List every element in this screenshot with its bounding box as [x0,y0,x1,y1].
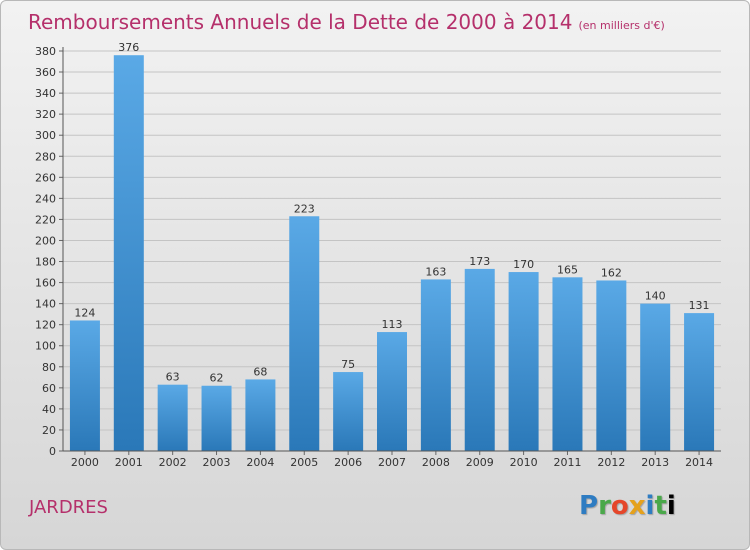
bar [377,332,407,451]
y-tick-label: 80 [42,361,56,374]
bar [69,320,100,451]
x-axis-ticks: 2000 2001 2002 2003 2004 2005 2006 2007 2008 2009… [71,451,713,469]
y-tick-label: 160 [35,277,56,290]
value-label: 63 [166,371,180,384]
y-tick-label: 60 [42,382,56,395]
x-tick-label: 2007 [378,456,406,469]
y-tick-label: 40 [42,403,56,416]
y-tick-label: 380 [35,45,56,58]
x-tick-label: 2012 [597,456,625,469]
y-tick-label: 220 [35,213,56,226]
bar [552,277,583,451]
bar [420,279,451,451]
x-tick-label: 2010 [510,456,538,469]
logo-letter: x [628,491,646,521]
value-labels: 124 376 63 62 68 223 75 113 163 173 170 165 162 140 13… [74,41,709,385]
value-label: 223 [294,202,315,215]
value-label: 162 [601,266,622,279]
value-label: 173 [469,255,490,268]
bar [113,55,144,452]
x-tick-label: 2000 [71,456,99,469]
x-tick-label: 2008 [422,456,450,469]
y-tick-label: 100 [35,340,56,353]
bar [289,216,320,451]
y-tick-label: 260 [35,171,56,184]
bars [69,55,715,452]
y-tick-label: 0 [49,445,56,458]
proxiti-logo: Proxiti [579,491,676,521]
chart-title-text: Remboursements Annuels de la Dette de 20… [28,10,573,34]
value-label: 165 [557,263,578,276]
x-tick-label: 2002 [159,456,187,469]
logo-letter: t [654,491,667,521]
commune-name: JARDRES [29,497,108,518]
x-tick-label: 2013 [641,456,669,469]
value-label: 68 [253,365,267,378]
x-tick-label: 2001 [115,456,143,469]
bar [333,372,364,451]
bar [464,268,495,451]
bar [157,384,188,451]
value-label: 75 [341,358,355,371]
bar [640,303,671,451]
value-label: 140 [645,290,666,303]
value-label: 170 [513,258,534,271]
value-label: 163 [425,265,446,278]
x-tick-label: 2005 [290,456,318,469]
value-label: 376 [118,41,139,54]
y-tick-label: 280 [35,150,56,163]
y-axis-ticks: 0 20 40 60 80 100 120 140 160 180 200 220 240 260 280 3… [35,45,63,458]
value-label: 113 [382,318,403,331]
bar [596,280,627,451]
y-tick-label: 240 [35,192,56,205]
logo-letter: P [579,491,599,521]
chart-title: Remboursements Annuels de la Dette de 20… [28,10,665,34]
x-tick-label: 2004 [246,456,274,469]
y-tick-label: 340 [35,87,56,100]
logo-letter: i [645,491,655,521]
y-tick-label: 120 [35,319,56,332]
y-tick-label: 180 [35,256,56,269]
y-tick-label: 300 [35,129,56,142]
y-tick-label: 20 [42,424,56,437]
bar [684,313,715,451]
logo-letter: r [598,491,611,521]
y-tick-label: 200 [35,234,56,247]
axes [62,47,721,452]
logo-letter: i [666,491,676,521]
y-tick-label: 360 [35,66,56,79]
x-tick-label: 2009 [466,456,494,469]
x-tick-label: 2003 [203,456,231,469]
value-label: 62 [210,372,224,385]
value-label: 124 [74,306,95,319]
value-label: 131 [689,299,710,312]
y-tick-label: 140 [35,298,56,311]
bar [201,385,232,451]
x-tick-label: 2014 [685,456,713,469]
x-tick-label: 2011 [553,456,581,469]
logo-letter: o [610,491,629,521]
x-tick-label: 2006 [334,456,362,469]
bar [508,272,539,451]
bar [245,379,276,451]
y-tick-label: 320 [35,108,56,121]
chart-title-unit: (en milliers d'€) [578,19,665,32]
